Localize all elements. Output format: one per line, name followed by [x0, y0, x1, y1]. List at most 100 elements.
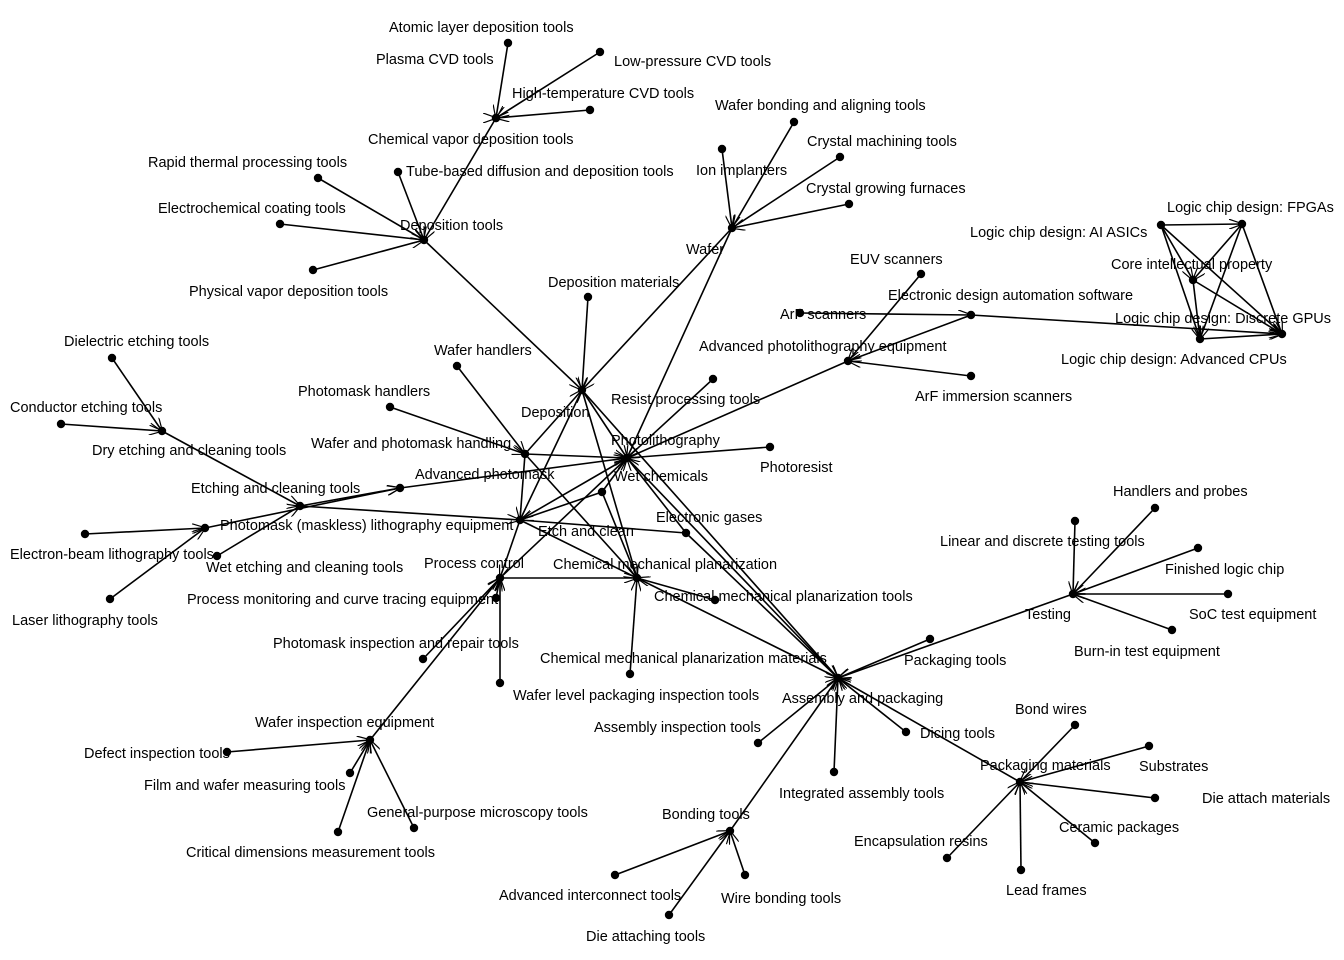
node-label-wet_chem: Wet chemicals	[614, 469, 708, 485]
edge-egases-to-photolitho	[627, 458, 687, 534]
node-maskless	[200, 523, 210, 533]
edge-cmp_tools-to-cmp	[637, 578, 716, 601]
node-cmp_tools	[710, 595, 720, 605]
node-ion	[717, 144, 727, 154]
node-lead_frames	[1016, 865, 1026, 875]
node-wp_handling	[520, 449, 530, 459]
edge-die_attach_mat-to-pkg_mat	[1020, 782, 1156, 799]
node-label-bonding_tools: Bonding tools	[662, 807, 750, 823]
edge-cmp-to-assembly	[636, 577, 838, 678]
edge-etch_clean-to-process_ctrl	[500, 519, 521, 578]
edge-wp_handling-to-deposition	[524, 390, 582, 455]
edge-cpu-to-gpu	[1199, 334, 1282, 340]
node-photomask_handlers	[385, 402, 395, 412]
node-burnin	[1167, 625, 1177, 635]
node-label-pvd: Physical vapor deposition tools	[189, 284, 388, 300]
edge-pvd-to-deptools	[312, 240, 424, 271]
node-film_meas	[345, 768, 355, 778]
node-testing	[1068, 589, 1078, 599]
node-label-asm_insp: Assembly inspection tools	[594, 720, 761, 736]
node-label-core_ip: Core intellectual property	[1111, 257, 1273, 273]
edge-ebeam-to-maskless	[84, 528, 205, 535]
label-layer: Atomic layer deposition tools Plasma CVD …	[10, 20, 1334, 945]
edge-cmp_mat-to-cmp	[629, 578, 637, 675]
node-label-pcvd: Plasma CVD tools	[376, 52, 494, 68]
node-wlp_insp	[495, 678, 505, 688]
edge-htcvd-to-cvd	[496, 109, 591, 118]
node-lpcvd	[595, 47, 605, 57]
edge-defect_insp-to-wafer_insp	[226, 740, 370, 753]
node-asic	[1156, 220, 1166, 230]
edge-dep_mat-to-deposition	[582, 296, 589, 390]
node-label-cmp_tools: Chemical mechanical planarization tools	[654, 589, 913, 605]
node-label-cvd: Chemical vapor deposition tools	[368, 132, 574, 148]
edge-egases-to-etch_clean	[520, 520, 687, 534]
edge-resist_proc-to-photolitho	[627, 378, 714, 458]
node-label-pkg_tools: Packaging tools	[904, 653, 1006, 669]
edge-egases-to-assembly	[685, 532, 838, 678]
node-label-photolitho: Photolithography	[611, 433, 721, 449]
node-label-wafer: Wafer	[686, 242, 724, 258]
node-photolitho	[622, 453, 632, 463]
edge-die_attaching-to-bonding_tools	[668, 831, 730, 916]
node-ecoat	[275, 219, 285, 229]
edge-process_ctrl-to-photolitho	[499, 458, 627, 579]
node-pkg_mat	[1015, 777, 1025, 787]
node-soc_test	[1223, 589, 1233, 599]
node-label-asic: Logic chip design: AI ASICs	[970, 225, 1147, 241]
node-label-wp_handling: Wafer and photomask handling	[311, 436, 511, 452]
edge-deposition-to-photolitho	[581, 389, 627, 458]
node-label-wire_bond: Wire bonding tools	[721, 891, 841, 907]
node-label-lead_frames: Lead frames	[1006, 883, 1087, 899]
edge-pkg_mat-to-assembly	[838, 678, 1021, 783]
node-label-eda: Electronic design automation software	[888, 288, 1133, 304]
node-rtp	[313, 173, 323, 183]
edge-wafer_insp-to-process_ctrl	[369, 578, 500, 741]
node-label-adv_mask: Advanced photomask	[415, 467, 555, 483]
node-cd_meas	[333, 827, 343, 837]
node-ceramic	[1090, 838, 1100, 848]
node-die_attaching	[664, 910, 674, 920]
node-finished_logic	[1193, 543, 1203, 553]
node-label-htcvd: High-temperature CVD tools	[512, 86, 694, 102]
node-deptools	[419, 235, 429, 245]
node-adv_photo	[843, 356, 853, 366]
edge-wet_chem-to-etch_clean	[520, 491, 603, 520]
node-label-wlp_insp: Wafer level packaging inspection tools	[513, 688, 759, 704]
node-laser	[105, 594, 115, 604]
node-die_attach_mat	[1150, 793, 1160, 803]
edge-wet_etch-to-etch_tools	[216, 506, 300, 557]
node-label-soc_test: SoC test equipment	[1189, 607, 1316, 623]
edge-gp_micro-to-wafer_insp	[370, 740, 415, 829]
edge-ion-to-wafer	[721, 148, 732, 228]
node-label-arf_imm: ArF immersion scanners	[915, 389, 1072, 405]
node-cond_etch	[56, 419, 66, 429]
edge-photoresist-to-photolitho	[627, 446, 771, 458]
node-bonding_tools	[725, 826, 735, 836]
edge-asic-to-cpu	[1160, 224, 1200, 339]
node-label-euv: EUV scanners	[850, 252, 943, 268]
node-integ_asm	[829, 767, 839, 777]
node-label-deposition: Deposition	[521, 405, 590, 421]
node-photoresist	[765, 442, 775, 452]
edge-lead_frames-to-pkg_mat	[1020, 782, 1021, 871]
edge-deptools-to-deposition	[423, 239, 582, 390]
node-label-etch_clean: Etch and clean	[538, 524, 634, 540]
node-cmp	[632, 573, 642, 583]
node-euv	[916, 269, 926, 279]
node-label-pkg_mat: Packaging materials	[980, 758, 1111, 774]
edge-layer	[60, 42, 1282, 916]
node-dry_etch	[157, 426, 167, 436]
node-label-wafer_handlers: Wafer handlers	[434, 343, 532, 359]
node-label-cpu: Logic chip design: Advanced CPUs	[1061, 352, 1287, 368]
node-label-bond_wires: Bond wires	[1015, 702, 1087, 718]
node-adv_mask	[395, 483, 405, 493]
node-label-laser: Laser lithography tools	[12, 613, 158, 629]
node-crystal_grow	[844, 199, 854, 209]
node-bond_wires	[1070, 720, 1080, 730]
edge-bond_wires-to-pkg_mat	[1020, 724, 1076, 782]
node-label-film_meas: Film and wafer measuring tools	[144, 778, 345, 794]
edge-wp_handling-to-cmp	[524, 453, 637, 578]
edge-encap-to-pkg_mat	[946, 782, 1020, 859]
node-label-process_ctrl: Process control	[424, 556, 524, 572]
